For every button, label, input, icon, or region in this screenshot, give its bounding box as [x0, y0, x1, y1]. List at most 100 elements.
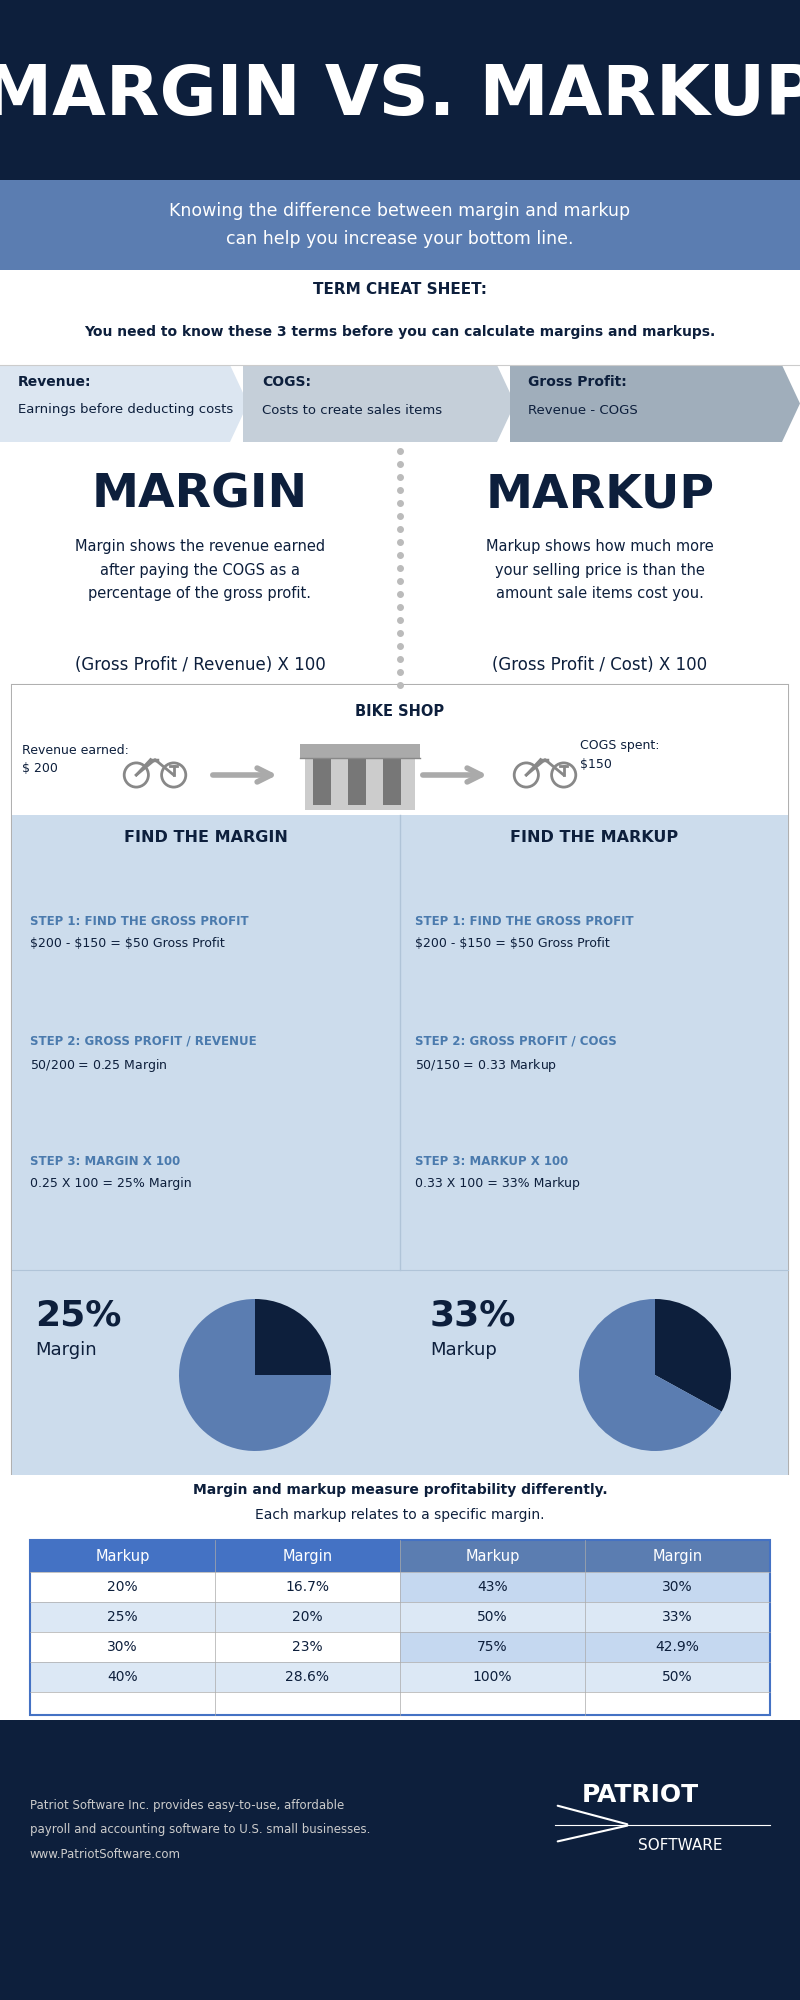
Wedge shape [179, 1300, 331, 1450]
Text: $200 - $150 = $50 Gross Profit: $200 - $150 = $50 Gross Profit [30, 936, 225, 950]
Text: COGS spent:
$150: COGS spent: $150 [580, 740, 659, 770]
Text: 40%: 40% [107, 1670, 138, 1684]
Polygon shape [243, 364, 515, 442]
Bar [0, 1476, 800, 1536]
Text: 50%: 50% [662, 1670, 693, 1684]
Bar [12, 816, 788, 1270]
Text: Markup: Markup [95, 1548, 150, 1564]
Bar [400, 1572, 770, 1602]
Bar [30, 1540, 770, 1714]
Text: 33%: 33% [430, 1298, 516, 1332]
Text: Margin: Margin [282, 1548, 333, 1564]
Text: STEP 3: MARKUP X 100: STEP 3: MARKUP X 100 [415, 1156, 568, 1168]
Text: You need to know these 3 terms before you can calculate margins and markups.: You need to know these 3 terms before yo… [84, 324, 716, 338]
Text: www.PatriotSoftware.com: www.PatriotSoftware.com [30, 1848, 181, 1862]
Text: Gross Profit:: Gross Profit: [528, 376, 626, 388]
Bar [0, 180, 800, 270]
Bar [12, 700, 788, 816]
Text: $50 /$200 = 0.25 Margin: $50 /$200 = 0.25 Margin [30, 1056, 167, 1074]
Text: FIND THE MARGIN: FIND THE MARGIN [124, 830, 288, 846]
Bar [30, 1572, 400, 1602]
Bar [305, 744, 415, 810]
Text: 43%: 43% [477, 1580, 508, 1594]
Text: 42.9%: 42.9% [655, 1640, 699, 1654]
Text: Margin and markup measure profitability differently.: Margin and markup measure profitability … [193, 1484, 607, 1496]
Text: $200 - $150 = $50 Gross Profit: $200 - $150 = $50 Gross Profit [415, 936, 610, 950]
Wedge shape [655, 1300, 731, 1412]
Text: Costs to create sales items: Costs to create sales items [262, 404, 442, 416]
Text: 100%: 100% [473, 1670, 512, 1684]
Text: Revenue - COGS: Revenue - COGS [528, 404, 638, 416]
Bar [30, 1602, 400, 1632]
Text: Markup shows how much more
your selling price is than the
amount sale items cost: Markup shows how much more your selling … [486, 540, 714, 600]
Text: TERM CHEAT SHEET:: TERM CHEAT SHEET: [313, 282, 487, 298]
Text: 20%: 20% [292, 1610, 323, 1624]
Polygon shape [0, 364, 248, 442]
Bar [0, 270, 800, 364]
Text: Markup: Markup [466, 1548, 520, 1564]
Text: 16.7%: 16.7% [286, 1580, 330, 1594]
Bar [0, 442, 800, 690]
Bar [400, 1662, 770, 1692]
Text: (Gross Profit / Revenue) X 100: (Gross Profit / Revenue) X 100 [74, 656, 326, 674]
Bar [300, 744, 420, 758]
Text: Earnings before deducting costs: Earnings before deducting costs [18, 404, 234, 416]
Text: 30%: 30% [107, 1640, 138, 1654]
Text: 0.33 X 100 = 33% Markup: 0.33 X 100 = 33% Markup [415, 1176, 580, 1190]
Text: Revenue:: Revenue: [18, 376, 91, 388]
Bar [0, 0, 800, 180]
Text: STEP 1: FIND THE GROSS PROFIT: STEP 1: FIND THE GROSS PROFIT [30, 916, 249, 928]
Text: STEP 3: MARGIN X 100: STEP 3: MARGIN X 100 [30, 1156, 180, 1168]
Polygon shape [510, 364, 800, 442]
Text: Each markup relates to a specific margin.: Each markup relates to a specific margin… [255, 1508, 545, 1522]
Text: MARGIN VS. MARKUP: MARGIN VS. MARKUP [0, 62, 800, 128]
Text: (Gross Profit / Cost) X 100: (Gross Profit / Cost) X 100 [493, 656, 707, 674]
Bar [30, 1540, 400, 1572]
Bar [383, 750, 401, 804]
Text: Revenue earned:
$ 200: Revenue earned: $ 200 [22, 744, 129, 776]
Text: PATRIOT: PATRIOT [582, 1784, 698, 1808]
Text: 28.6%: 28.6% [286, 1670, 330, 1684]
Text: 33%: 33% [662, 1610, 693, 1624]
Bar [30, 1662, 400, 1692]
Text: 30%: 30% [662, 1580, 693, 1594]
Text: 20%: 20% [107, 1580, 138, 1594]
Text: 0.25 X 100 = 25% Margin: 0.25 X 100 = 25% Margin [30, 1176, 192, 1190]
Text: $50 /$150 = 0.33 Markup: $50 /$150 = 0.33 Markup [415, 1056, 557, 1074]
Bar [12, 684, 788, 1476]
Text: Margin: Margin [35, 1340, 97, 1360]
Text: STEP 2: GROSS PROFIT / COGS: STEP 2: GROSS PROFIT / COGS [415, 1036, 617, 1048]
Text: STEP 1: FIND THE GROSS PROFIT: STEP 1: FIND THE GROSS PROFIT [415, 916, 634, 928]
Text: 75%: 75% [477, 1640, 508, 1654]
Text: 50%: 50% [477, 1610, 508, 1624]
Text: Margin: Margin [653, 1548, 702, 1564]
Text: COGS:: COGS: [262, 376, 311, 388]
Wedge shape [579, 1300, 722, 1450]
Text: SOFTWARE: SOFTWARE [638, 1838, 722, 1852]
Bar [313, 750, 331, 804]
Bar [400, 1632, 770, 1662]
Text: Knowing the difference between margin and markup
can help you increase your bott: Knowing the difference between margin an… [170, 202, 630, 248]
Text: MARGIN: MARGIN [92, 472, 308, 518]
Text: 23%: 23% [292, 1640, 323, 1654]
Bar [0, 1536, 800, 1720]
Text: 25%: 25% [35, 1298, 122, 1332]
Text: FIND THE MARKUP: FIND THE MARKUP [510, 830, 678, 846]
Bar [0, 1720, 800, 2000]
Bar [400, 1602, 770, 1632]
Bar [30, 1632, 400, 1662]
Text: BIKE SHOP: BIKE SHOP [355, 704, 445, 720]
Wedge shape [255, 1300, 331, 1376]
Bar [12, 684, 788, 1476]
Text: MARKUP: MARKUP [486, 472, 714, 518]
Text: 25%: 25% [107, 1610, 138, 1624]
Bar [400, 1540, 770, 1572]
Text: payroll and accounting software to U.S. small businesses.: payroll and accounting software to U.S. … [30, 1824, 370, 1836]
Bar [348, 750, 366, 804]
Text: Patriot Software Inc. provides easy-to-use, affordable: Patriot Software Inc. provides easy-to-u… [30, 1798, 344, 1812]
Bar [520, 1760, 770, 1880]
Text: Markup: Markup [430, 1340, 497, 1360]
Text: Margin shows the revenue earned
after paying the COGS as a
percentage of the gro: Margin shows the revenue earned after pa… [75, 540, 325, 600]
Bar [12, 1270, 788, 1476]
Text: STEP 2: GROSS PROFIT / REVENUE: STEP 2: GROSS PROFIT / REVENUE [30, 1036, 257, 1048]
